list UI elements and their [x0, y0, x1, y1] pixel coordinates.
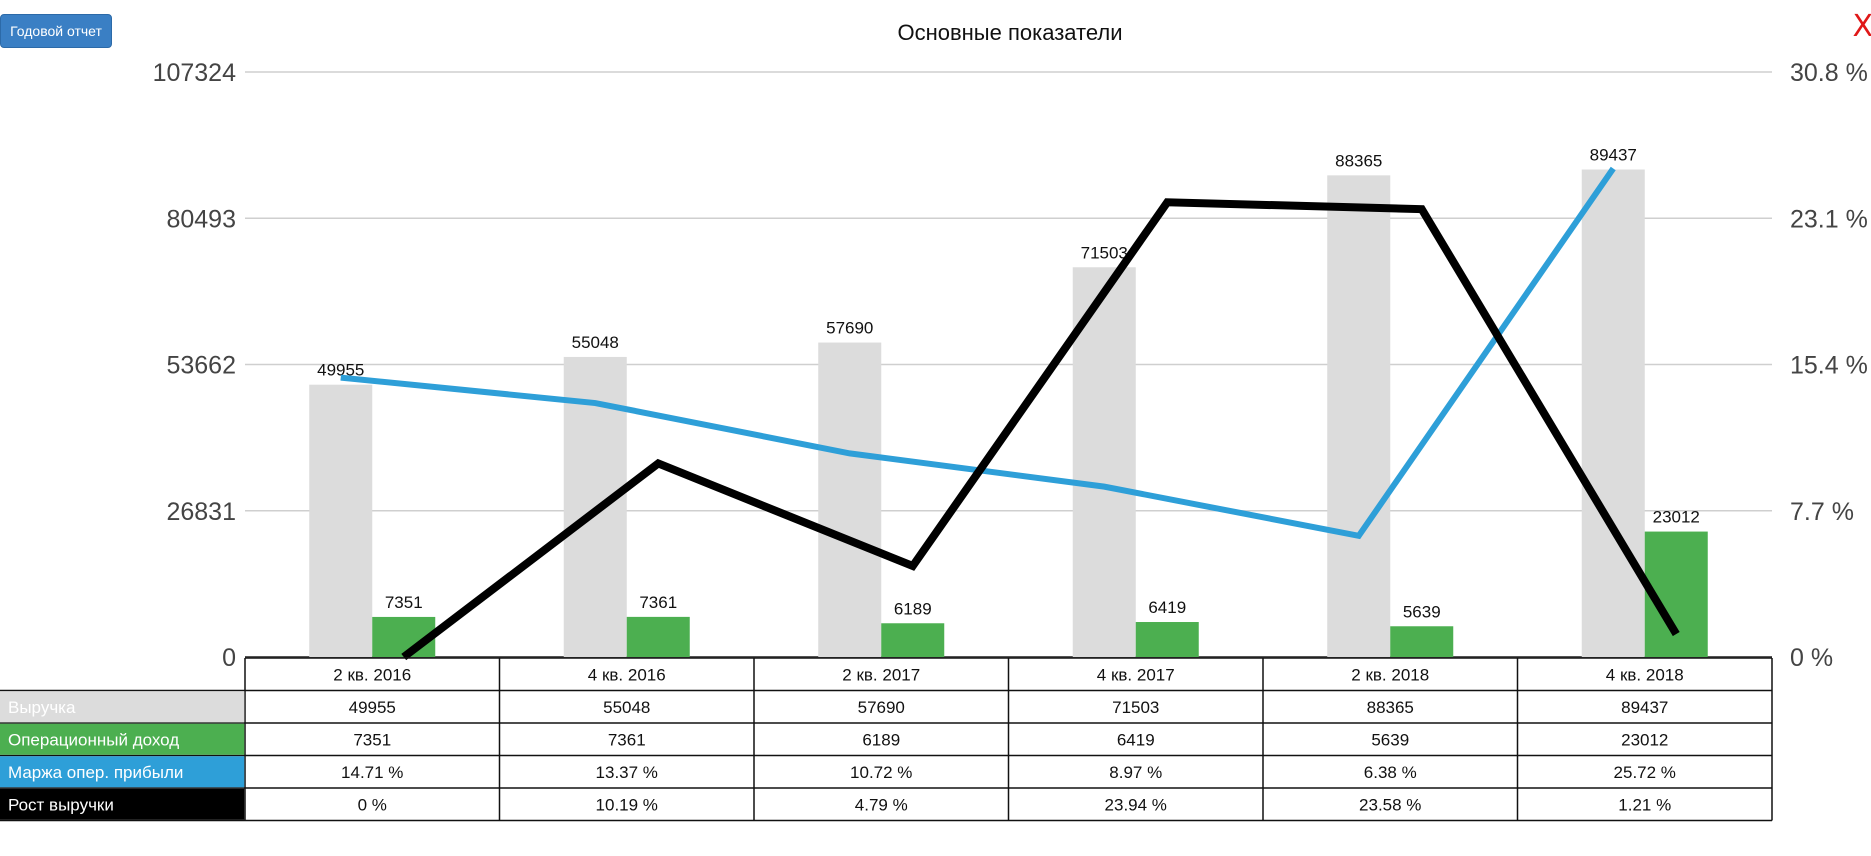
annual-report-button[interactable]: Годовой отчет	[0, 14, 112, 48]
operating-income-data-label: 6189	[894, 599, 932, 618]
chart-title: Основные показатели	[897, 20, 1122, 45]
right-tick-label: 30.8 %	[1790, 59, 1868, 87]
revenue-data-label: 49955	[317, 361, 364, 380]
operating-income-data-label: 7351	[385, 593, 423, 612]
table-cell: 10.19 %	[596, 795, 658, 814]
left-tick-label: 80493	[166, 205, 236, 233]
bar-series: 49955 7351 55048 7361 57690 6189 71503 6419 8836…	[309, 145, 1708, 658]
revenue-data-label: 89437	[1590, 145, 1637, 164]
table-cell: 57690	[858, 698, 905, 717]
table-cell: 1.21 %	[1618, 795, 1671, 814]
left-axis-ticks: 0 26831 53662 80493 107324	[153, 59, 237, 672]
revenue-bar	[309, 384, 373, 657]
table-cell: 13.37 %	[596, 763, 658, 782]
revenue-growth-line	[401, 198, 1680, 661]
legend-swatch	[0, 756, 245, 788]
category-label: 2 кв. 2018	[1351, 665, 1429, 684]
operating-income-bar	[881, 623, 945, 657]
table-cell: 23012	[1621, 730, 1668, 749]
left-tick-label: 107324	[153, 59, 237, 87]
revenue-data-label: 55048	[572, 333, 619, 352]
table-cell: 7351	[353, 730, 391, 749]
table-cell: 0 %	[358, 795, 387, 814]
line-series	[340, 166, 1680, 661]
table-cell: 23.94 %	[1105, 795, 1167, 814]
data-table: 2 кв. 2016 4 кв. 2016 2 кв. 2017 4 кв. 2017…	[0, 657, 1773, 822]
left-tick-label: 0	[222, 644, 236, 672]
left-tick-label: 53662	[166, 352, 236, 380]
table-cell: 7361	[608, 730, 646, 749]
left-tick-label: 26831	[166, 498, 236, 526]
legend-entry: Операционный доход	[8, 730, 179, 749]
category-label: 4 кв. 2016	[588, 665, 666, 684]
table-cell: 8.97 %	[1109, 763, 1162, 782]
table-cell: 5639	[1371, 730, 1409, 749]
right-tick-label: 7.7 %	[1790, 498, 1854, 526]
revenue-bar	[818, 342, 882, 657]
category-label: 4 кв. 2018	[1606, 665, 1684, 684]
operating-income-data-label: 7361	[639, 593, 677, 612]
legend-entry: Выручка	[8, 698, 76, 717]
revenue-bar	[1327, 175, 1391, 657]
legend-swatch	[0, 691, 245, 723]
category-label: 4 кв. 2017	[1097, 665, 1175, 684]
table-cell: 49955	[349, 698, 396, 717]
legend-swatch	[0, 723, 245, 755]
revenue-data-label: 71503	[1081, 243, 1128, 262]
legend-entry: Рост выручки	[8, 795, 114, 814]
revenue-bar	[1581, 169, 1645, 658]
operating-income-bar	[1390, 626, 1454, 657]
revenue-bar	[1072, 267, 1136, 657]
table-cell: 10.72 %	[850, 763, 912, 782]
revenue-data-label: 57690	[826, 319, 873, 338]
operating-income-data-label: 23012	[1653, 508, 1700, 527]
table-cell: 6419	[1117, 730, 1155, 749]
category-label: 2 кв. 2016	[333, 665, 411, 684]
operating-income-bar	[1135, 622, 1199, 657]
right-tick-label: 15.4 %	[1790, 352, 1868, 380]
operating-income-bar	[626, 616, 690, 657]
table-cell: 4.79 %	[855, 795, 908, 814]
grid-lines	[245, 71, 1772, 658]
table-cell: 6189	[862, 730, 900, 749]
right-axis-ticks: 0 % 7.7 % 15.4 % 23.1 % 30.8 %	[1790, 59, 1868, 672]
table-cell: 88365	[1367, 698, 1414, 717]
category-label: 2 кв. 2017	[842, 665, 920, 684]
table-cell: 23.58 %	[1359, 795, 1421, 814]
table-cell: 89437	[1621, 698, 1668, 717]
table-cell: 71503	[1112, 698, 1159, 717]
revenue-data-label: 88365	[1335, 151, 1382, 170]
operating-income-data-label: 6419	[1148, 598, 1186, 617]
legend-entry: Маржа опер. прибыли	[8, 763, 183, 782]
table-cell: 6.38 %	[1364, 763, 1417, 782]
table-cell: 14.71 %	[341, 763, 403, 782]
legend-swatch	[0, 788, 245, 820]
operating-income-data-label: 5639	[1403, 602, 1441, 621]
close-icon[interactable]: X	[1852, 9, 1871, 44]
table-cell: 25.72 %	[1614, 763, 1676, 782]
right-tick-label: 0 %	[1790, 644, 1833, 672]
table-cell: 55048	[603, 698, 650, 717]
right-tick-label: 23.1 %	[1790, 205, 1868, 233]
